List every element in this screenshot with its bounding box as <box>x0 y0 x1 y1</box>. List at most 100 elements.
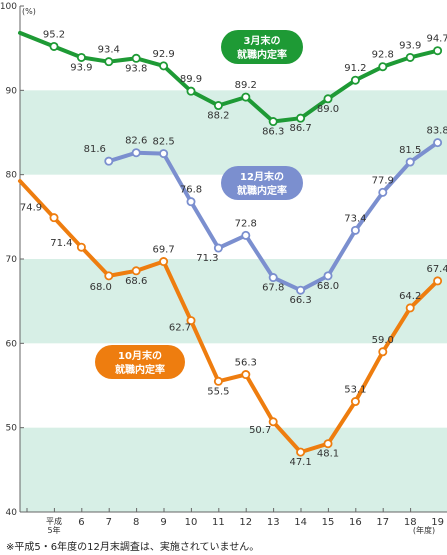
x-tick-label: 8 <box>133 517 139 528</box>
data-point <box>433 276 443 286</box>
data-point <box>131 266 141 276</box>
data-label: 50.7 <box>249 425 271 436</box>
data-label: 82.6 <box>125 136 147 147</box>
data-point <box>378 62 388 72</box>
series-extensions <box>18 30 56 220</box>
data-point <box>268 273 278 283</box>
y-tick-label: 60 <box>6 339 18 349</box>
data-label: 83.8 <box>426 126 447 137</box>
data-label: 82.5 <box>152 137 174 148</box>
data-point <box>433 138 443 148</box>
x-tick-label: 15 <box>322 517 335 528</box>
x-tick-label: 平成 <box>46 516 62 526</box>
data-label: 91.2 <box>344 63 366 74</box>
y-tick-label: 90 <box>6 86 18 96</box>
legend-label: 10月末の <box>118 349 162 362</box>
data-point <box>323 271 333 281</box>
data-point <box>241 92 251 102</box>
y-tick-label: 40 <box>6 508 18 518</box>
data-label: 93.9 <box>399 40 421 51</box>
data-label: 48.1 <box>317 449 339 460</box>
data-label: 68.6 <box>125 276 147 287</box>
y-unit-label: (%) <box>22 7 36 16</box>
y-tick-label: 50 <box>6 424 18 434</box>
data-point <box>350 397 360 407</box>
data-point <box>159 61 169 71</box>
data-point <box>433 46 443 56</box>
data-label: 71.3 <box>196 253 218 264</box>
data-point <box>350 75 360 85</box>
x-unit-label: (年度) <box>413 525 435 535</box>
x-tick-label: 13 <box>267 517 280 528</box>
data-label: 95.2 <box>43 29 65 40</box>
data-label: 81.5 <box>399 145 421 156</box>
series-extension <box>18 179 56 220</box>
data-label: 86.3 <box>262 127 284 138</box>
data-point <box>323 439 333 449</box>
data-point <box>49 41 59 51</box>
data-label: 88.2 <box>207 111 229 122</box>
legend-pill <box>221 30 303 64</box>
data-point <box>76 52 86 62</box>
data-label: 92.9 <box>152 49 174 60</box>
legend-pill <box>221 166 303 200</box>
data-point <box>268 117 278 127</box>
data-point <box>186 316 196 326</box>
data-point <box>159 257 169 267</box>
data-label: 73.4 <box>344 213 366 224</box>
data-label: 74.9 <box>20 203 42 214</box>
data-label: 68.0 <box>317 281 339 292</box>
data-label: 93.9 <box>70 62 92 73</box>
data-point <box>104 156 114 166</box>
data-point <box>378 347 388 357</box>
data-point <box>296 447 306 457</box>
data-point <box>323 94 333 104</box>
data-point <box>213 101 223 111</box>
grid-bands <box>20 90 447 512</box>
legend-label: 12月末の <box>240 170 284 183</box>
data-point <box>104 57 114 67</box>
data-label: 89.2 <box>235 80 257 91</box>
data-point <box>131 53 141 63</box>
data-point <box>186 197 196 207</box>
data-point <box>350 225 360 235</box>
legend-label: 就職内定率 <box>237 48 287 61</box>
data-label: 55.5 <box>207 386 229 397</box>
data-point <box>213 376 223 386</box>
data-point <box>405 303 415 313</box>
legend-label: 就職内定率 <box>115 363 165 376</box>
data-point <box>268 417 278 427</box>
data-label: 89.9 <box>180 74 202 85</box>
data-label: 53.1 <box>344 385 366 396</box>
data-point <box>186 86 196 96</box>
legend-pill <box>95 345 185 379</box>
data-label: 56.3 <box>235 358 257 369</box>
data-labels: 95.2 93.9 93.4 93.8 92.9 89.9 88.2 89.2 86.3 86.7… <box>20 29 447 468</box>
y-tick-label: 80 <box>6 171 18 181</box>
y-tick-label: 70 <box>6 255 18 265</box>
data-label: 93.8 <box>125 63 147 74</box>
y-axis: 40 50 60 70 80 90 100 (%) <box>0 2 36 518</box>
data-label: 67.4 <box>426 264 447 275</box>
data-point <box>49 213 59 223</box>
data-label: 77.9 <box>372 175 394 186</box>
data-label: 72.8 <box>235 218 257 229</box>
x-tick-label: 9 <box>160 517 166 528</box>
x-tick-label: 11 <box>212 517 225 528</box>
x-tick-label: 18 <box>404 517 417 528</box>
y-tick-label: 100 <box>0 2 17 12</box>
data-point <box>213 243 223 253</box>
data-label: 64.2 <box>399 291 421 302</box>
grid-band <box>20 259 447 344</box>
data-label: 89.0 <box>317 104 339 115</box>
x-tick-label: 19 <box>431 517 444 528</box>
data-label: 94.7 <box>426 34 447 45</box>
data-point <box>241 230 251 240</box>
data-label: 71.4 <box>50 238 72 249</box>
data-point <box>131 148 141 158</box>
data-label: 86.7 <box>289 123 311 134</box>
data-label: 81.6 <box>84 144 106 155</box>
